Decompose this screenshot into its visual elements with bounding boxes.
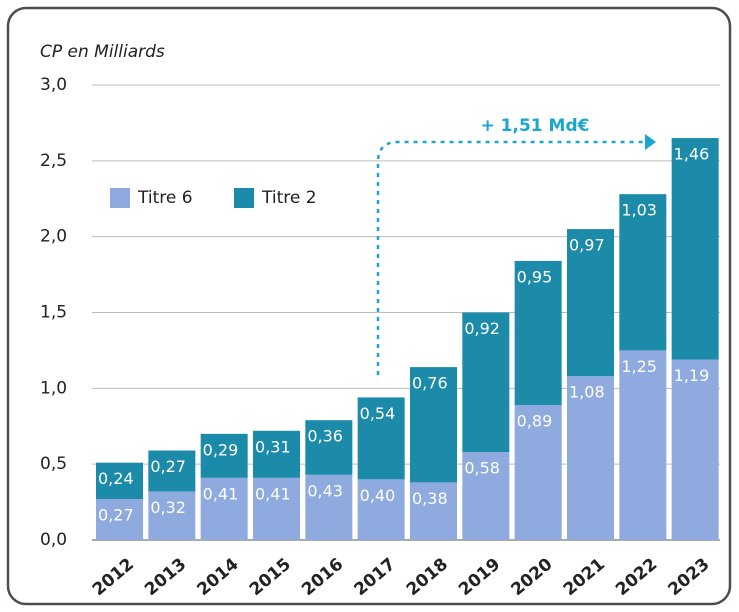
bar-segment [148,491,196,540]
value-label: 0,27 [150,457,186,476]
arrow-head [645,134,656,150]
value-label: 1,25 [621,357,657,376]
bar-segment [410,367,457,483]
annotation: + 1,51 Md€ [481,116,590,136]
bar-segment [410,482,457,540]
value-label: 0,58 [464,459,500,478]
value-label: 0,31 [255,437,291,456]
value-label: 1,19 [674,366,710,385]
value-label: 0,89 [517,412,553,431]
value-label: 0,41 [203,484,239,503]
y-tick-label: 2,5 [40,151,67,171]
value-label: 0,36 [307,427,343,446]
bar-segment [200,477,248,540]
bar-segment [462,312,510,453]
y-tick-label: 1,0 [40,378,67,398]
value-label: 0,76 [412,374,448,393]
bar-segment [567,376,614,540]
bar-segment [96,499,143,540]
bar-segment [357,397,405,480]
y-tick-label: 2,0 [40,227,67,247]
bar-segment [253,430,300,478]
bar-segment [305,420,353,475]
value-label: 1,03 [621,201,657,220]
legend-swatch [234,188,254,208]
value-label: 1,08 [569,383,605,402]
bar-segment [96,462,143,500]
value-label: 0,38 [412,489,448,508]
y-tick-label: 0,5 [40,454,67,474]
bar-segment [305,474,353,540]
value-label: 0,29 [203,440,239,459]
value-label: 0,40 [360,486,396,505]
bar-segment [514,405,562,540]
bar-segment [253,477,300,540]
value-label: 0,41 [255,484,291,503]
value-label: 0,54 [360,404,396,423]
bar-segment [462,452,510,540]
y-tick-label: 1,5 [40,303,67,323]
bar-segment [619,194,667,351]
y-axis-label: CP en Milliards [40,42,165,62]
growth-arrow [376,140,645,375]
value-label: 1,46 [674,145,710,164]
bar-segment [514,260,562,406]
value-label: 0,27 [98,506,134,525]
legend-label: Titre 6 [137,188,193,208]
value-label: 0,32 [150,498,186,517]
value-label: 0,95 [517,267,553,286]
legend-swatch [110,188,130,208]
bar-segment [200,433,248,478]
bar-segment [671,138,719,360]
value-label: 0,92 [464,319,500,338]
bar-segment [357,479,405,540]
y-tick-label: 0,0 [40,530,67,550]
y-tick-label: 3,0 [40,75,67,95]
bar-segment [567,229,614,377]
bar-segment [671,359,719,540]
value-label: 0,24 [98,469,134,488]
bar-segment [619,350,667,540]
bar-segment [148,450,196,492]
legend-label: Titre 2 [261,188,317,208]
value-label: 0,43 [307,481,343,500]
value-label: 0,97 [569,236,605,255]
